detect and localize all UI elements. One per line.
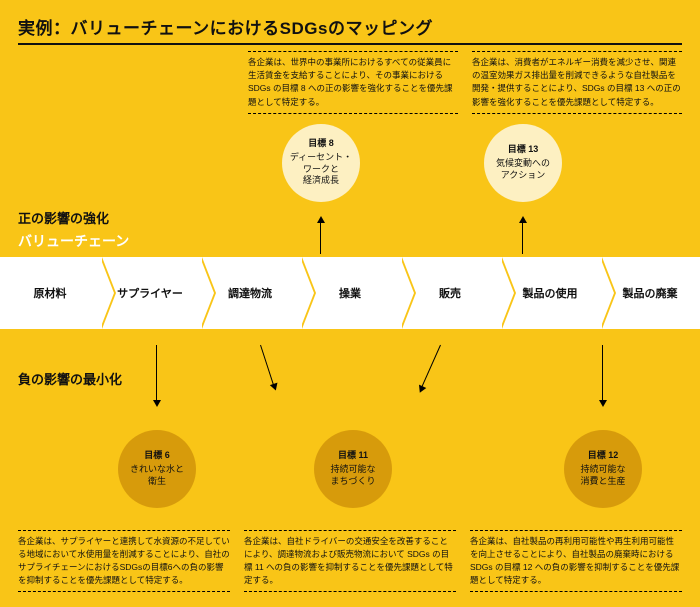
goal-8-circle: 目標 8 ディーセント・ ワークと 経済成長 <box>282 124 360 202</box>
positive-label: 正の影響の強化 <box>18 208 682 227</box>
arrow-up-goal8 <box>320 222 321 254</box>
goal-11-text: 持続可能な まちづくり <box>330 464 375 487</box>
top-goal-row: 目標 8 ディーセント・ ワークと 経済成長 目標 13 気候変動への アクショ… <box>18 124 682 204</box>
goal-6-circle: 目標 6 きれいな水と 衛生 <box>118 430 196 508</box>
caption-goal8: 各企業は、世界中の事業所におけるすべての従業員に生活賃金を支給することにより、そ… <box>248 51 458 114</box>
goal-13-circle: 目標 13 気候変動への アクション <box>484 124 562 202</box>
goal-12-num: 目標 12 <box>588 450 619 462</box>
goal-11-circle: 目標 11 持続可能な まちづくり <box>314 430 392 508</box>
arrow-down-goal12 <box>602 345 603 401</box>
caption-goal12: 各企業は、自社製品の再利用可能性や再生利用可能性を向上させることにより、自社製品… <box>470 530 682 593</box>
value-chain-label: バリューチェーン <box>18 231 682 251</box>
goal-13-num: 目標 13 <box>508 144 539 156</box>
chain-step-1: 原材料 <box>0 257 100 329</box>
caption-goal13: 各企業は、消費者がエネルギー消費を減少させ、関連の温室効果ガス排出量を削減できる… <box>472 51 682 114</box>
goal-11-num: 目標 11 <box>338 450 368 462</box>
caption-goal11: 各企業は、自社ドライバーの交通安全を改善することにより、調達物流および販売物流に… <box>244 530 456 593</box>
goal-6-num: 目標 6 <box>144 450 170 462</box>
page-title: 実例：バリューチェーンにおけるSDGsのマッピング <box>18 14 682 45</box>
goal-8-num: 目標 8 <box>308 138 334 150</box>
top-caption-row: 各企業は、世界中の事業所におけるすべての従業員に生活賃金を支給することにより、そ… <box>18 51 682 114</box>
goal-8-text: ディーセント・ ワークと 経済成長 <box>290 152 352 187</box>
arrow-up-goal13 <box>522 222 523 254</box>
goal-12-circle: 目標 12 持続可能な 消費と生産 <box>564 430 642 508</box>
arrow-down-goal6 <box>156 345 157 401</box>
goal-6-text: きれいな水と 衛生 <box>130 464 184 487</box>
goal-12-text: 持続可能な 消費と生産 <box>580 464 625 487</box>
caption-goal6: 各企業は、サプライヤーと連携して水資源の不足している地域において水使用量を削減す… <box>18 530 230 593</box>
value-chain: 原材料 サプライヤー 調達物流 操業 販売 製品の使用 製品の廃棄 <box>0 257 700 329</box>
goal-13-text: 気候変動への アクション <box>496 158 550 181</box>
bottom-caption-row: 各企業は、サプライヤーと連携して水資源の不足している地域において水使用量を削減す… <box>18 530 682 593</box>
bottom-goal-row: 目標 6 きれいな水と 衛生 目標 11 持続可能な まちづくり 目標 12 持… <box>18 430 682 520</box>
negative-label: 負の影響の最小化 <box>18 369 682 388</box>
